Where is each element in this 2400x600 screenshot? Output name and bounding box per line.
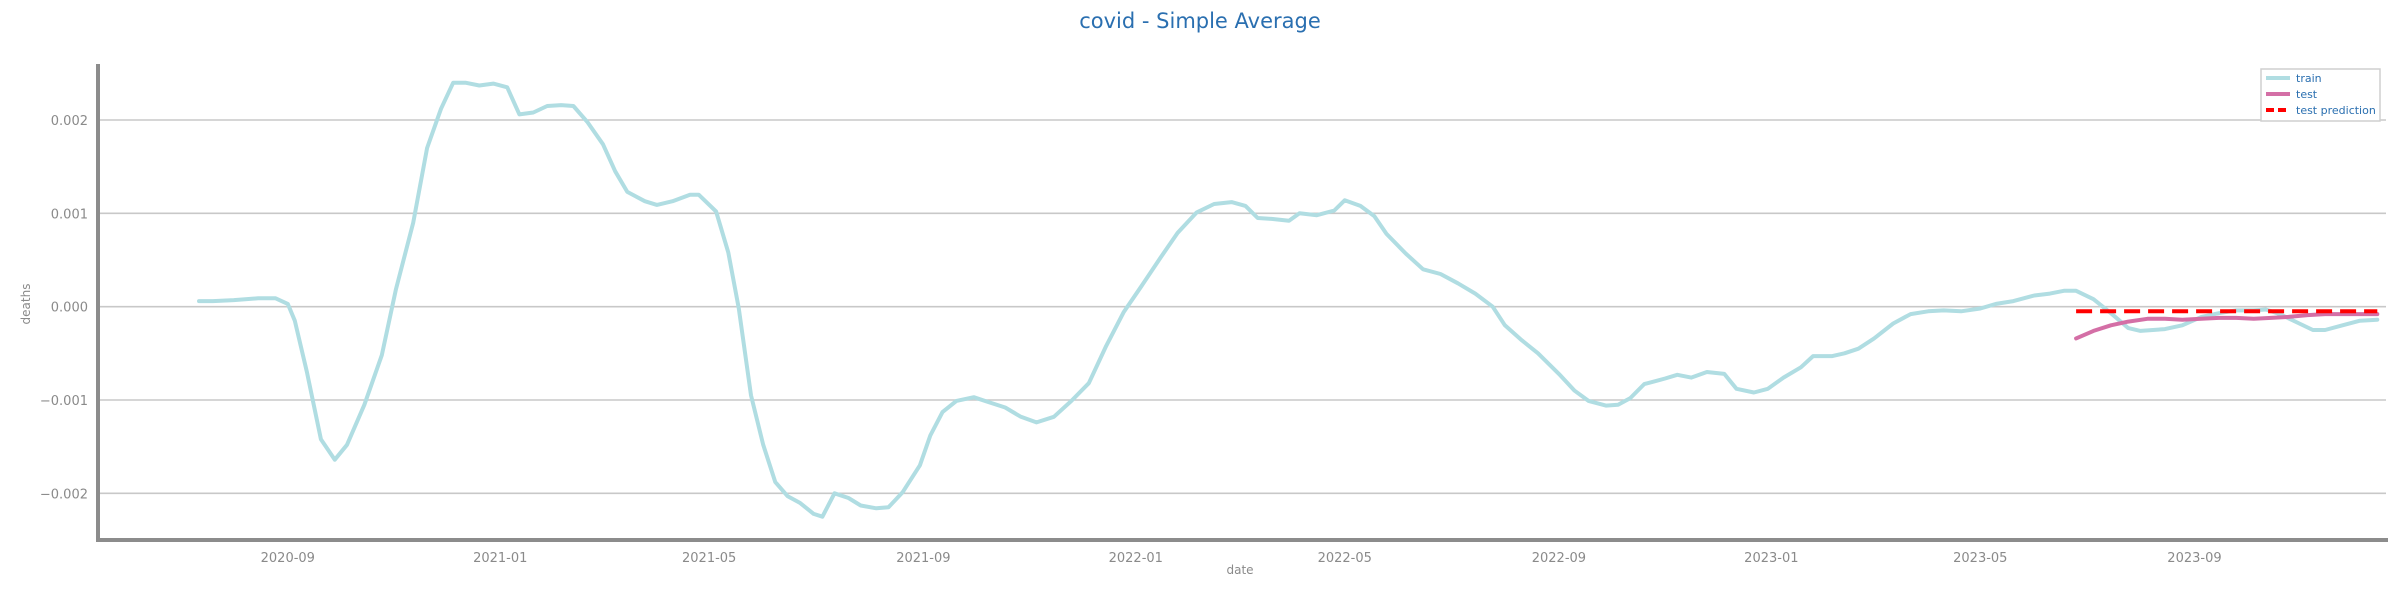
y-tick-label: 0.000 bbox=[51, 301, 88, 316]
series-line-train bbox=[197, 80, 2380, 519]
series-lines bbox=[197, 80, 2380, 519]
tick-labels: 0.002 0.001 0.000 −0.001 −0.002 2020-09 2021-0… bbox=[40, 114, 2222, 566]
x-axis-label: date bbox=[1226, 563, 1253, 577]
y-tick-label: −0.002 bbox=[40, 487, 88, 502]
x-tick-label: 2022-01 bbox=[1109, 551, 1163, 566]
x-tick-label: 2022-05 bbox=[1318, 551, 1372, 566]
legend-label-train: train bbox=[2296, 72, 2322, 85]
y-tick-label: 0.002 bbox=[51, 114, 88, 129]
chart-title: covid - Simple Average bbox=[1079, 9, 1321, 33]
x-tick-label: 2022-09 bbox=[1532, 551, 1586, 566]
y-axis-label: deaths bbox=[19, 284, 33, 325]
x-tick-label: 2023-09 bbox=[2167, 551, 2221, 566]
legend-label-test-prediction: test prediction bbox=[2296, 104, 2376, 117]
x-tick-label: 2021-05 bbox=[682, 551, 736, 566]
x-tick-label: 2021-09 bbox=[896, 551, 950, 566]
legend-label-test: test bbox=[2296, 88, 2318, 101]
y-tick-label: −0.001 bbox=[40, 394, 88, 409]
y-gridlines bbox=[98, 119, 2386, 495]
x-tick-label: 2021-01 bbox=[473, 551, 527, 566]
x-tick-label: 2023-01 bbox=[1744, 551, 1798, 566]
x-tick-label: 2020-09 bbox=[261, 551, 315, 566]
series-line-test bbox=[2074, 312, 2380, 341]
y-tick-label: 0.001 bbox=[51, 207, 88, 222]
legend: train test test prediction bbox=[2260, 68, 2381, 122]
x-tick-label: 2023-05 bbox=[1953, 551, 2007, 566]
